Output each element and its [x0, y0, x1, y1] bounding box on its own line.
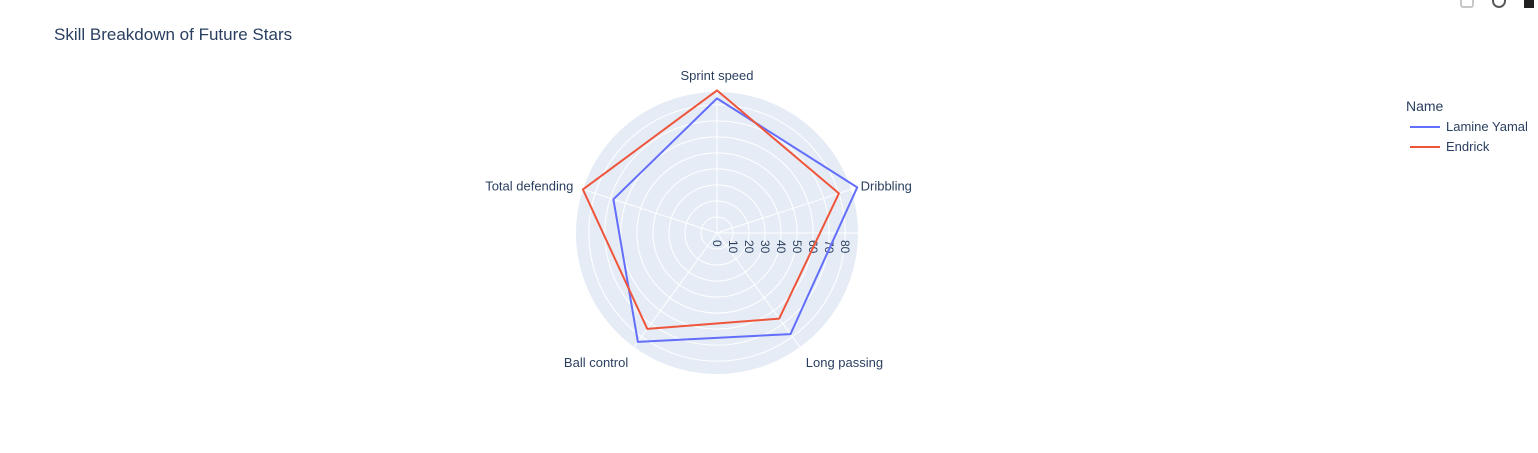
category-label: Sprint speed: [681, 68, 754, 83]
legend-label: Lamine Yamal: [1446, 119, 1528, 134]
grid-spoke: [582, 188, 718, 234]
plotly-logo-icon[interactable]: [1524, 0, 1534, 8]
radial-tick-label: 80: [838, 240, 852, 254]
legend-item[interactable]: Endrick: [1410, 139, 1490, 154]
series-line-1: [612, 97, 859, 343]
radial-tick-label: 20: [742, 240, 756, 254]
series-line-2: [581, 89, 840, 330]
grid-spoke: [716, 232, 801, 348]
zoom-icon[interactable]: [1492, 0, 1506, 8]
radial-tick-label: 40: [774, 240, 788, 254]
radial-tick-label: 30: [758, 240, 772, 254]
category-label: Ball control: [564, 355, 628, 370]
legend-title: Name: [1406, 98, 1444, 114]
category-label: Total defending: [485, 178, 573, 193]
radial-tick-label: 50: [790, 240, 804, 254]
legend-item[interactable]: Lamine Yamal: [1410, 119, 1528, 134]
grid-spoke: [716, 188, 852, 234]
legend: Name Lamine Yamal Endrick: [1406, 98, 1528, 154]
category-label: Long passing: [806, 355, 883, 370]
radial-tick-label: 0: [710, 240, 724, 247]
modebar: [1460, 0, 1538, 10]
radial-tick-label: 10: [726, 240, 740, 254]
category-label: Dribbling: [861, 178, 912, 193]
legend-label: Endrick: [1446, 139, 1490, 154]
camera-icon[interactable]: [1460, 0, 1474, 8]
chart-title: Skill Breakdown of Future Stars: [54, 25, 292, 44]
